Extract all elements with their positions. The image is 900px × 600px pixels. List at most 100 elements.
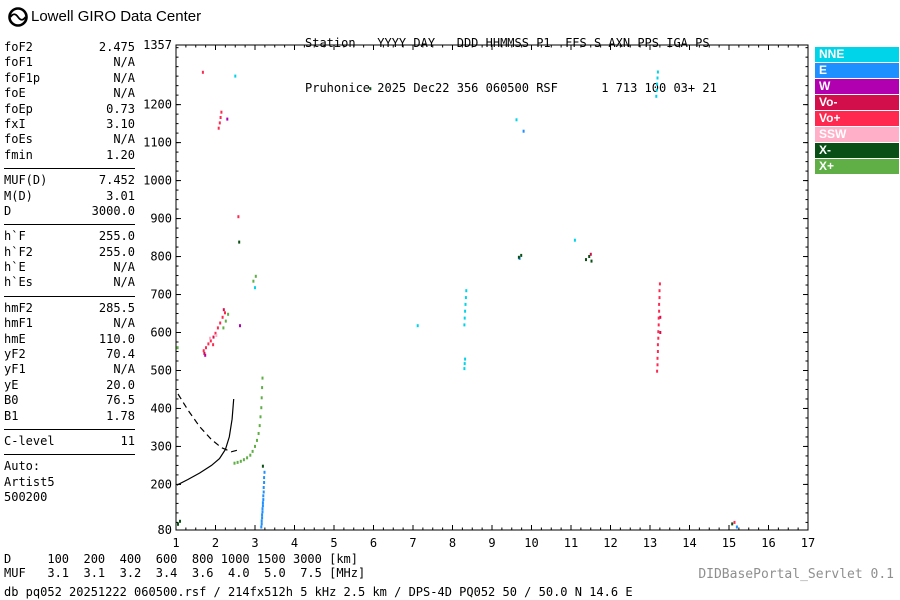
x-tick-label: 11 bbox=[564, 536, 578, 550]
legend-item-w: W bbox=[815, 79, 899, 94]
param-value: 7.452 bbox=[98, 173, 135, 188]
param-row-B0: B0 76.5 bbox=[4, 393, 135, 408]
param-row-D: D 3000.0 bbox=[4, 204, 135, 219]
param-divider bbox=[4, 224, 135, 226]
servlet-version-label: DIDBasePortal_Servlet 0.1 bbox=[698, 567, 894, 582]
param-row-hmE: hmE 110.0 bbox=[4, 332, 135, 347]
x-tick-label: 13 bbox=[643, 536, 657, 550]
echo-series-vo bbox=[201, 70, 736, 524]
legend-item-vo: Vo- bbox=[815, 95, 899, 110]
x-tick-label: 6 bbox=[370, 536, 377, 550]
param-value: N/A bbox=[113, 260, 135, 275]
y-tick-label: 80 bbox=[158, 523, 172, 537]
param-divider bbox=[4, 454, 135, 456]
auto-scaler-line: Auto: bbox=[4, 459, 41, 474]
param-label: foF1 bbox=[4, 55, 33, 70]
param-value: 255.0 bbox=[98, 229, 135, 244]
auto-scaler-line: Artist5 bbox=[4, 474, 55, 489]
param-row-yF1: yF1 N/A bbox=[4, 362, 135, 377]
param-label: foF2 bbox=[4, 40, 33, 54]
param-label: foE bbox=[4, 86, 26, 101]
param-label: yF2 bbox=[4, 347, 26, 362]
x-tick-label: 2 bbox=[212, 536, 219, 550]
echo-series-ssw bbox=[209, 334, 218, 340]
param-label: C-level bbox=[4, 433, 55, 448]
param-value: 76.5 bbox=[106, 393, 135, 408]
param-label: M(D) bbox=[4, 188, 33, 203]
param-value: N/A bbox=[113, 362, 135, 377]
distance-row: D 100 200 400 600 800 1000 1500 3000 [km… bbox=[4, 552, 359, 566]
x-tick-label: 1 bbox=[172, 536, 179, 550]
param-label: MUF(D) bbox=[4, 173, 48, 188]
param-row-foF1p: foF1p N/A bbox=[4, 71, 135, 86]
param-label: h`E bbox=[4, 260, 26, 275]
x-tick-label: 10 bbox=[524, 536, 538, 550]
param-row-foF2: foF2 2.475 bbox=[4, 40, 135, 55]
param-label: B0 bbox=[4, 393, 19, 408]
muf-curve-curve bbox=[177, 393, 241, 453]
param-value: 285.5 bbox=[98, 300, 135, 315]
param-value: 20.0 bbox=[106, 377, 135, 392]
x-tick-label: 3 bbox=[251, 536, 258, 550]
param-label: foF1p bbox=[4, 70, 41, 85]
param-value: 11 bbox=[120, 433, 135, 448]
param-value: 3000.0 bbox=[91, 203, 135, 218]
legend-item-e: E bbox=[815, 63, 899, 78]
param-label: D bbox=[4, 203, 12, 218]
param-row-yF2: yF2 70.4 bbox=[4, 347, 135, 362]
legend-item-x: X+ bbox=[815, 159, 899, 174]
param-row-MD: M(D) 3.01 bbox=[4, 189, 135, 204]
echo-series-e bbox=[260, 129, 738, 529]
echo-series-x bbox=[176, 274, 264, 465]
param-label: h`F2 bbox=[4, 244, 33, 259]
y-tick-label: 700 bbox=[150, 288, 172, 302]
param-value: N/A bbox=[113, 55, 135, 70]
y-tick-label: 200 bbox=[150, 477, 172, 491]
y-tick-label: 600 bbox=[150, 326, 172, 340]
param-row-foEp: foEp 0.73 bbox=[4, 102, 135, 117]
param-value: N/A bbox=[113, 316, 135, 331]
echo-series-w bbox=[204, 117, 241, 357]
param-label: hmE bbox=[4, 331, 26, 346]
param-label: yF1 bbox=[4, 362, 26, 377]
param-label: fxI bbox=[4, 116, 26, 131]
y-tick-label: 1357 bbox=[143, 40, 172, 52]
x-tick-label: 17 bbox=[801, 536, 815, 550]
x-tick-label: 8 bbox=[449, 536, 456, 550]
param-value: N/A bbox=[113, 70, 135, 85]
muf-row: MUF 3.1 3.1 3.2 3.4 3.6 4.0 5.0 7.5 [MHz… bbox=[4, 566, 366, 580]
param-value: 1.78 bbox=[106, 408, 135, 423]
legend-item-nne: NNE bbox=[815, 47, 899, 62]
x-tick-label: 4 bbox=[291, 536, 298, 550]
measurement-info-line: db pq052 20251222 060500.rsf / 214fx512h… bbox=[4, 585, 633, 599]
param-value: N/A bbox=[113, 86, 135, 101]
y-tick-label: 1200 bbox=[143, 98, 172, 112]
param-divider bbox=[4, 295, 135, 297]
profile-trace-curve bbox=[176, 398, 235, 486]
param-value: 3.01 bbox=[106, 188, 135, 203]
param-row-hF: h`F 255.0 bbox=[4, 229, 135, 244]
x-tick-label: 7 bbox=[409, 536, 416, 550]
param-label: fmin bbox=[4, 147, 33, 162]
param-label: foEp bbox=[4, 101, 33, 116]
legend-item-x: X- bbox=[815, 143, 899, 158]
brand-logo bbox=[7, 6, 29, 32]
auto-scaler-line: 500200 bbox=[4, 490, 48, 505]
param-row-foF1: foF1 N/A bbox=[4, 55, 135, 70]
x-tick-label: 14 bbox=[682, 536, 696, 550]
param-row-foE: foE N/A bbox=[4, 86, 135, 101]
legend-item-vo: Vo+ bbox=[815, 111, 899, 126]
y-tick-label: 500 bbox=[150, 363, 172, 377]
y-tick-label: 900 bbox=[150, 212, 172, 226]
brand-title: Lowell GIRO Data Center bbox=[31, 8, 202, 25]
x-tick-label: 9 bbox=[488, 536, 495, 550]
ionogram-plot: 8020030040050060070080090010001100120013… bbox=[143, 40, 815, 550]
param-divider bbox=[4, 428, 135, 430]
param-row-fxI: fxI 3.10 bbox=[4, 117, 135, 132]
param-label: hmF2 bbox=[4, 300, 33, 315]
x-tick-label: 16 bbox=[761, 536, 775, 550]
y-tick-label: 800 bbox=[150, 250, 172, 264]
param-value: N/A bbox=[113, 275, 135, 290]
param-row-hF2: h`F2 255.0 bbox=[4, 245, 135, 260]
param-divider bbox=[4, 168, 135, 170]
